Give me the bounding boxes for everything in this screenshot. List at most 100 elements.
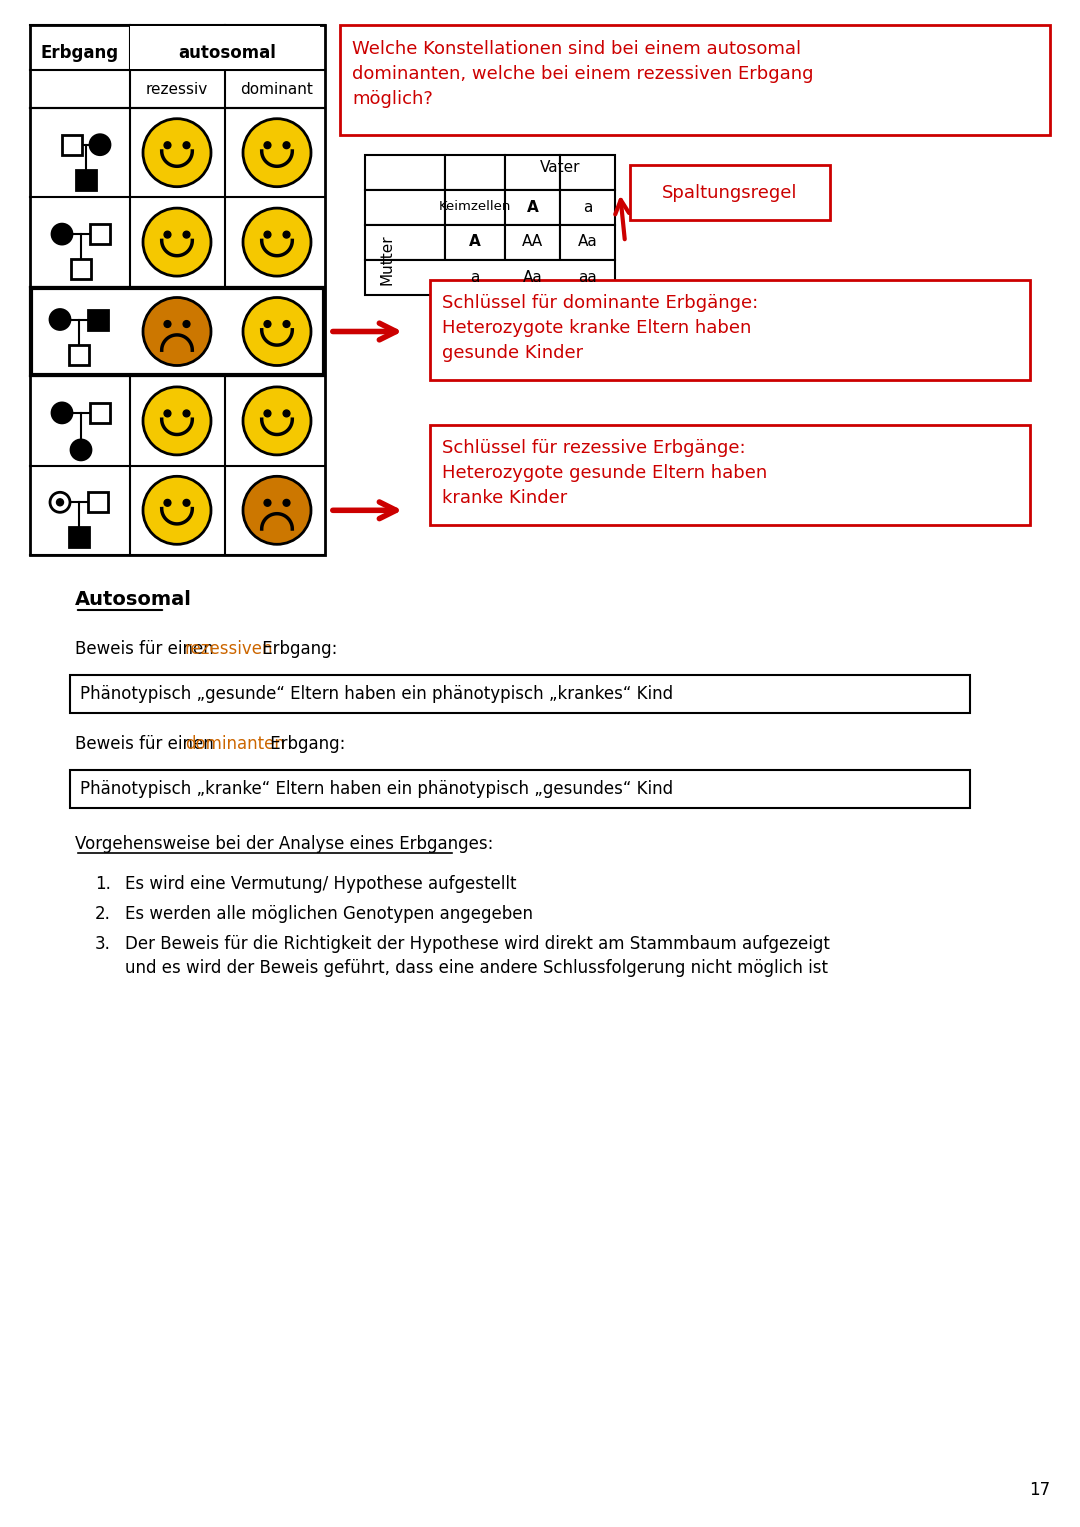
Text: Beweis für einen: Beweis für einen bbox=[75, 640, 219, 658]
Text: Keimzellen: Keimzellen bbox=[438, 200, 511, 214]
Circle shape bbox=[184, 499, 190, 507]
Text: A: A bbox=[527, 200, 538, 214]
Circle shape bbox=[265, 321, 271, 327]
Circle shape bbox=[164, 411, 171, 417]
Bar bbox=[76, 169, 96, 189]
Circle shape bbox=[243, 208, 311, 276]
Bar bbox=[505, 224, 561, 260]
Circle shape bbox=[184, 321, 190, 327]
Text: aa: aa bbox=[578, 269, 597, 284]
Bar bbox=[69, 345, 89, 365]
Text: dominant: dominant bbox=[241, 82, 313, 98]
Bar bbox=[365, 260, 615, 295]
Bar bbox=[365, 189, 445, 224]
Text: Vorgehensweise bei der Analyse eines Erbganges:: Vorgehensweise bei der Analyse eines Erb… bbox=[75, 835, 494, 854]
Circle shape bbox=[164, 499, 171, 507]
FancyBboxPatch shape bbox=[630, 165, 831, 220]
Text: Welche Konstellationen sind bei einem autosomal
dominanten, welche bei einem rez: Welche Konstellationen sind bei einem au… bbox=[352, 40, 813, 108]
Text: rezessiv: rezessiv bbox=[146, 82, 208, 98]
Text: Phänotypisch „gesunde“ Eltern haben ein phänotypisch „krankes“ Kind: Phänotypisch „gesunde“ Eltern haben ein … bbox=[80, 686, 673, 702]
Circle shape bbox=[265, 411, 271, 417]
Text: Der Beweis für die Richtigkeit der Hypothese wird direkt am Stammbaum aufgezeigt: Der Beweis für die Richtigkeit der Hypot… bbox=[125, 935, 829, 977]
Bar bbox=[561, 189, 615, 224]
Bar bbox=[365, 156, 445, 189]
Circle shape bbox=[243, 476, 311, 544]
Text: Vater: Vater bbox=[540, 159, 580, 174]
Text: Autosomal: Autosomal bbox=[75, 589, 192, 609]
Bar bbox=[70, 675, 970, 713]
Bar bbox=[90, 224, 110, 244]
Circle shape bbox=[184, 142, 190, 148]
Circle shape bbox=[243, 386, 311, 455]
Circle shape bbox=[184, 231, 190, 238]
FancyBboxPatch shape bbox=[340, 24, 1050, 134]
Bar bbox=[365, 224, 445, 260]
Circle shape bbox=[143, 298, 211, 365]
Circle shape bbox=[243, 298, 311, 365]
Bar bbox=[561, 156, 615, 189]
Text: Mutter: Mutter bbox=[379, 235, 394, 286]
Bar bbox=[505, 156, 561, 189]
Text: Schlüssel für rezessive Erbgänge:
Heterozygote gesunde Eltern haben
kranke Kinde: Schlüssel für rezessive Erbgänge: Hetero… bbox=[442, 438, 767, 507]
Text: Erbgang: Erbgang bbox=[41, 44, 119, 63]
FancyBboxPatch shape bbox=[430, 425, 1030, 525]
Circle shape bbox=[143, 119, 211, 186]
Circle shape bbox=[283, 411, 289, 417]
Text: Phänotypisch „kranke“ Eltern haben ein phänotypisch „gesundes“ Kind: Phänotypisch „kranke“ Eltern haben ein p… bbox=[80, 780, 673, 799]
Bar bbox=[505, 189, 561, 224]
Circle shape bbox=[184, 411, 190, 417]
FancyBboxPatch shape bbox=[430, 279, 1030, 380]
Circle shape bbox=[265, 499, 271, 507]
Bar bbox=[87, 492, 108, 512]
Text: Beweis für einen: Beweis für einen bbox=[75, 734, 219, 753]
Text: dominanten: dominanten bbox=[185, 734, 285, 753]
Circle shape bbox=[71, 440, 91, 460]
Text: 1.: 1. bbox=[95, 875, 111, 893]
Circle shape bbox=[243, 119, 311, 186]
Circle shape bbox=[56, 499, 64, 505]
Circle shape bbox=[143, 386, 211, 455]
Bar bbox=[69, 527, 89, 547]
Circle shape bbox=[52, 403, 72, 423]
Circle shape bbox=[283, 321, 289, 327]
Circle shape bbox=[50, 492, 70, 512]
Circle shape bbox=[283, 231, 289, 238]
Bar bbox=[87, 310, 108, 330]
Circle shape bbox=[52, 224, 72, 244]
Text: Schlüssel für dominante Erbgänge:
Heterozygote kranke Eltern haben
gesunde Kinde: Schlüssel für dominante Erbgänge: Hetero… bbox=[442, 295, 758, 362]
Text: a: a bbox=[470, 269, 480, 284]
Bar bbox=[70, 770, 970, 808]
Text: rezessiven: rezessiven bbox=[185, 640, 273, 658]
Text: Spaltungsregel: Spaltungsregel bbox=[662, 183, 798, 202]
Circle shape bbox=[164, 142, 171, 148]
Circle shape bbox=[143, 476, 211, 544]
Text: Es wird eine Vermutung/ Hypothese aufgestellt: Es wird eine Vermutung/ Hypothese aufges… bbox=[125, 875, 516, 893]
Circle shape bbox=[265, 231, 271, 238]
Text: 3.: 3. bbox=[95, 935, 111, 953]
Text: AA: AA bbox=[522, 235, 543, 249]
Bar bbox=[561, 224, 615, 260]
Bar bbox=[31, 287, 324, 376]
Bar bbox=[30, 24, 325, 554]
Circle shape bbox=[143, 208, 211, 276]
Bar bbox=[445, 224, 505, 260]
Bar bbox=[445, 189, 505, 224]
Bar bbox=[62, 134, 82, 154]
Circle shape bbox=[265, 142, 271, 148]
Circle shape bbox=[164, 231, 171, 238]
Bar bbox=[90, 403, 110, 423]
Text: 2.: 2. bbox=[95, 906, 111, 922]
Text: Erbgang:: Erbgang: bbox=[265, 734, 346, 753]
Text: A: A bbox=[469, 235, 481, 249]
Circle shape bbox=[283, 499, 289, 507]
Text: Aa: Aa bbox=[523, 269, 542, 284]
Bar bbox=[130, 26, 320, 69]
Text: a: a bbox=[583, 200, 592, 214]
Text: Erbgang:: Erbgang: bbox=[257, 640, 337, 658]
Bar bbox=[445, 156, 505, 189]
Text: Es werden alle möglichen Genotypen angegeben: Es werden alle möglichen Genotypen angeg… bbox=[125, 906, 534, 922]
Circle shape bbox=[283, 142, 289, 148]
Circle shape bbox=[50, 310, 70, 330]
Text: Aa: Aa bbox=[578, 235, 597, 249]
Circle shape bbox=[164, 321, 171, 327]
